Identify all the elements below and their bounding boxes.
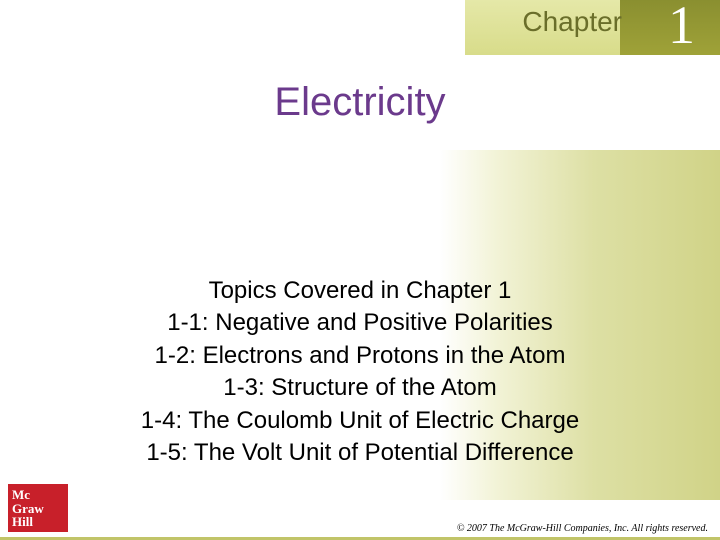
logo-line1: Mc bbox=[12, 488, 64, 502]
topics-block: Topics Covered in Chapter 1 1-1: Negativ… bbox=[0, 275, 720, 469]
topic-item: 1-4: The Coulomb Unit of Electric Charge bbox=[0, 405, 720, 437]
logo-line2: Graw bbox=[12, 502, 64, 516]
chapter-number: 1 bbox=[668, 0, 695, 56]
copyright-text: © 2007 The McGraw-Hill Companies, Inc. A… bbox=[457, 523, 708, 534]
publisher-logo: Mc Graw Hill bbox=[8, 484, 68, 532]
logo-line3: Hill bbox=[12, 515, 64, 529]
chapter-banner: Chapter 1 bbox=[0, 0, 720, 55]
topic-item: 1-5: The Volt Unit of Potential Differen… bbox=[0, 437, 720, 469]
topic-item: 1-2: Electrons and Protons in the Atom bbox=[0, 340, 720, 372]
topics-header: Topics Covered in Chapter 1 bbox=[0, 275, 720, 307]
page-title: Electricity bbox=[0, 80, 720, 125]
topic-item: 1-3: Structure of the Atom bbox=[0, 372, 720, 404]
topic-item: 1-1: Negative and Positive Polarities bbox=[0, 307, 720, 339]
chapter-label: Chapter bbox=[522, 6, 622, 38]
